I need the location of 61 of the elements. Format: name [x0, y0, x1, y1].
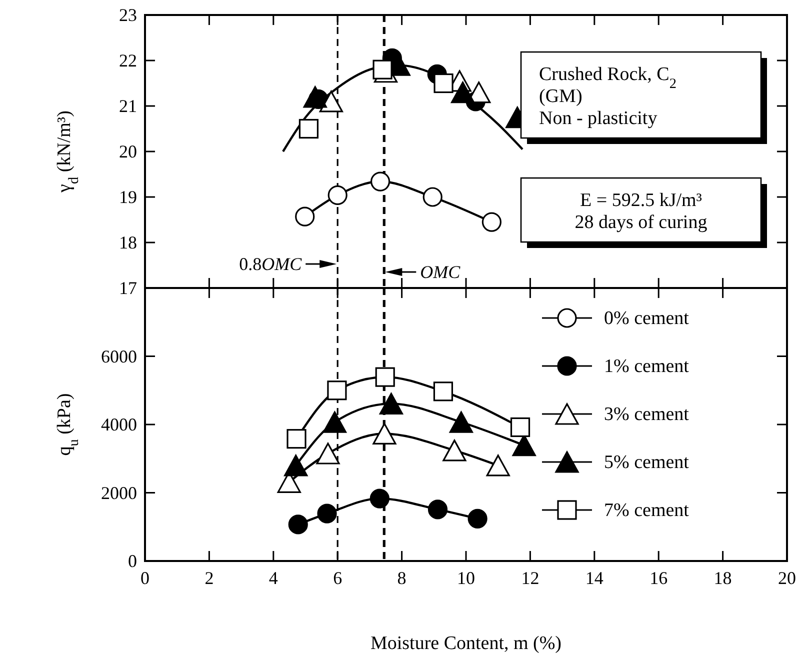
x-tick-label: 18 — [714, 568, 732, 588]
y-tick-label: 20 — [119, 142, 137, 162]
y-tick-label: 17 — [119, 278, 137, 298]
x-tick-label: 2 — [204, 568, 214, 588]
point — [433, 382, 454, 402]
point — [372, 60, 392, 80]
point — [510, 417, 530, 438]
x-tick-label: 4 — [268, 568, 278, 588]
x-tick-label: 12 — [521, 568, 540, 588]
y-tick-label: 6000 — [101, 346, 137, 366]
point — [449, 411, 473, 433]
x-tick-label: 20 — [778, 568, 796, 588]
legend-label: 1% cement — [604, 356, 690, 377]
legend-label: 7% cement — [604, 500, 690, 521]
point — [375, 367, 395, 387]
x-tick-label: 14 — [585, 568, 604, 588]
point — [468, 508, 488, 528]
point — [328, 185, 348, 205]
point — [370, 172, 390, 192]
point — [316, 442, 340, 464]
point — [422, 187, 442, 207]
x-tick-label: 10 — [457, 568, 475, 588]
legend-label: 3% cement — [604, 404, 690, 425]
point — [434, 73, 454, 94]
y-tick-label: 23 — [119, 5, 137, 25]
y-tick-label: 22 — [119, 50, 137, 70]
y-tick-label: 18 — [119, 232, 137, 252]
point — [317, 504, 337, 524]
ref-line-label: OMC — [420, 262, 462, 282]
y-tick-label: 21 — [119, 96, 137, 116]
x-tick-label: 0 — [140, 568, 150, 588]
y-tick-label: 4000 — [101, 414, 137, 434]
x-tick-label: 6 — [333, 568, 342, 588]
x-tick-label: 16 — [650, 568, 668, 588]
legend-label: 5% cement — [604, 452, 690, 473]
legend-label: 0% cement — [604, 308, 690, 329]
point — [303, 86, 327, 108]
point — [442, 440, 466, 462]
annotation: E = 592.5 kJ/m³ 28 days of curing — [574, 190, 708, 233]
x-tick-label: 8 — [397, 568, 406, 588]
point — [295, 206, 315, 226]
point — [379, 392, 404, 414]
point — [486, 454, 510, 476]
point — [286, 429, 306, 449]
point — [428, 500, 448, 520]
point — [298, 118, 319, 139]
point — [284, 454, 308, 476]
text: Crushed Rock, C$_{2}$ (GM) Non - plasticity — [539, 64, 676, 129]
point — [319, 90, 343, 112]
x-axis-title: Moisture Content, m (%) — [370, 633, 562, 654]
point — [372, 422, 396, 445]
y-tick-label: 0 — [128, 551, 137, 571]
y-tick-label: 2000 — [101, 482, 137, 503]
y-tick-label: 19 — [119, 187, 137, 207]
ref-line-label: 0.8OMC — [239, 254, 303, 274]
point — [322, 411, 347, 433]
point — [288, 514, 308, 534]
point — [327, 380, 347, 400]
point — [450, 82, 475, 104]
point — [370, 488, 390, 508]
point — [482, 212, 502, 232]
